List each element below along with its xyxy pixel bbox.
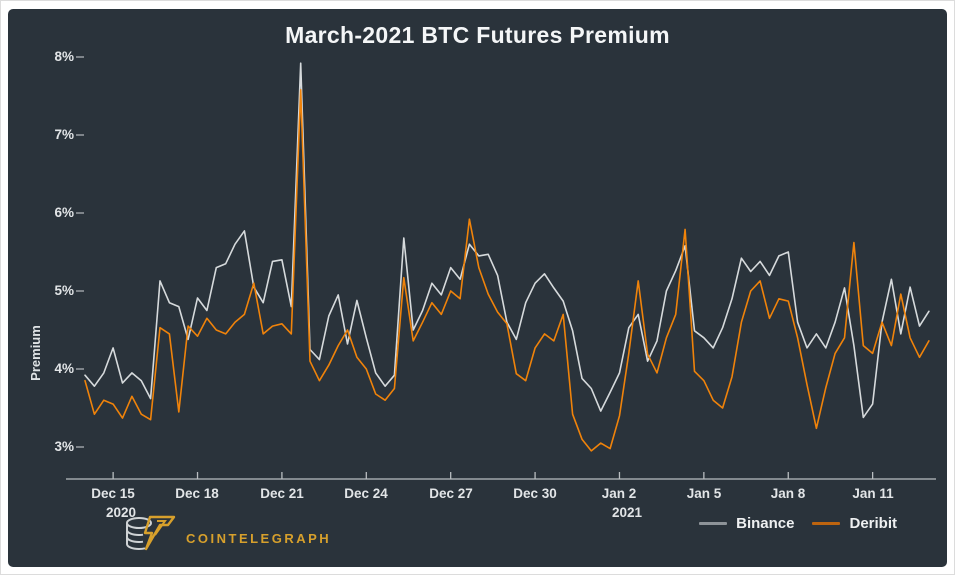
y-tick-8: 8% (54, 49, 74, 64)
y-tick-3: 3% (54, 439, 74, 454)
legend-item-binance: Binance (699, 515, 794, 532)
x-year-2020: 2020 (105, 505, 137, 520)
y-axis-title: Premium (28, 325, 43, 381)
x-tick-dec24: Dec 24 (344, 486, 388, 501)
x-tick-dec21: Dec 21 (260, 486, 304, 501)
x-tick-jan11: Jan 11 (852, 486, 894, 501)
y-tick-4: 4% (54, 361, 74, 376)
legend: Binance Deribit (699, 515, 897, 532)
x-year-2021: 2021 (611, 505, 643, 520)
chart-card: March-2021 BTC Futures Premium Premium 8… (8, 9, 947, 567)
x-tick-dec27: Dec 27 (429, 486, 473, 501)
legend-label-binance: Binance (736, 515, 795, 532)
x-tick-jan5: Jan 5 (686, 486, 722, 501)
x-tick-dec30: Dec 30 (513, 486, 557, 501)
deribit-line-swatch (812, 522, 841, 525)
y-tick-6: 6% (54, 205, 74, 220)
x-tick-dec15: Dec 15 (91, 486, 135, 501)
binance-line-swatch (699, 522, 728, 525)
cointelegraph-wordmark: COINTELEGRAPH (186, 531, 332, 546)
cointelegraph-coin-bolt-icon (124, 509, 178, 562)
x-tick-jan8: Jan 8 (770, 486, 806, 501)
chart-title: March-2021 BTC Futures Premium (285, 22, 670, 48)
legend-label-deribit: Deribit (849, 515, 897, 532)
plot-area (66, 56, 936, 480)
cointelegraph-logo: COINTELEGRAPH (124, 509, 331, 562)
legend-item-deribit: Deribit (812, 515, 897, 532)
x-tick-jan2: Jan 2 (601, 486, 637, 501)
y-tick-7: 7% (54, 127, 74, 142)
y-tick-5: 5% (54, 283, 74, 298)
x-tick-dec18: Dec 18 (175, 486, 219, 501)
